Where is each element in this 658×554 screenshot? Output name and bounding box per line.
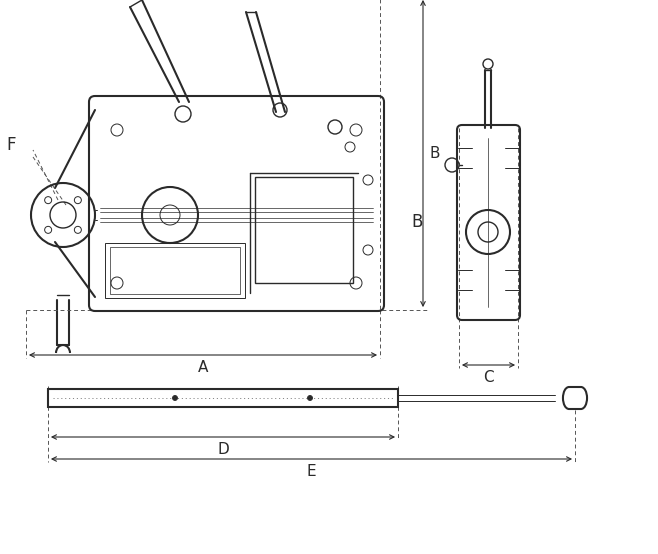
Circle shape	[172, 396, 178, 401]
Bar	[105, 243, 245, 298]
Bar	[110, 247, 240, 294]
Text: D: D	[217, 442, 229, 456]
Text: A: A	[198, 360, 208, 375]
Text: B: B	[411, 213, 422, 231]
Text: C: C	[483, 370, 494, 384]
Text: B: B	[430, 146, 440, 161]
Text: E: E	[307, 464, 316, 479]
Bar	[48, 389, 398, 407]
Circle shape	[307, 396, 313, 401]
Text: F: F	[6, 136, 16, 154]
Bar	[255, 177, 353, 283]
